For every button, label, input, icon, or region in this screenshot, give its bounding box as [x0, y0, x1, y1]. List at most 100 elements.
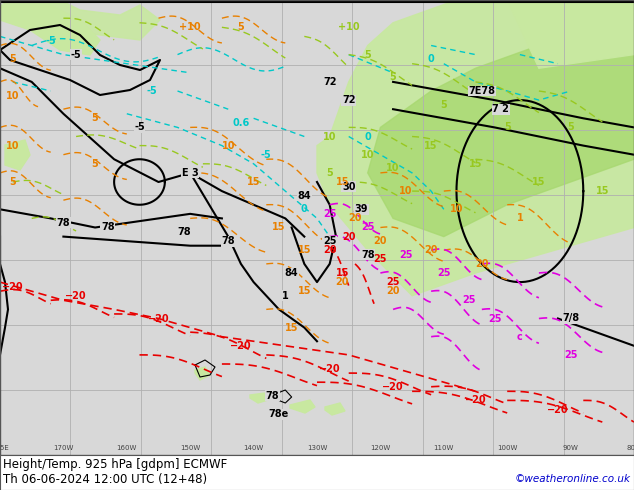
Text: 100W: 100W [497, 445, 517, 451]
Text: 25: 25 [488, 314, 501, 323]
Text: 20: 20 [386, 286, 400, 296]
Text: 15: 15 [297, 245, 311, 255]
Text: 15: 15 [297, 286, 311, 296]
Text: 0: 0 [301, 204, 307, 214]
Text: 0: 0 [365, 131, 371, 142]
Text: 170W: 170W [53, 445, 74, 451]
Text: 15: 15 [247, 177, 261, 187]
Text: 5: 5 [567, 122, 574, 132]
Text: 10: 10 [6, 91, 20, 100]
Text: Th 06-06-2024 12:00 UTC (12+48): Th 06-06-2024 12:00 UTC (12+48) [3, 472, 207, 486]
Text: 20: 20 [342, 232, 356, 242]
Text: 15: 15 [335, 177, 349, 187]
Text: −20: −20 [547, 405, 569, 415]
Text: 175E: 175E [0, 445, 9, 451]
Text: −20: −20 [65, 291, 87, 301]
Text: 25: 25 [564, 350, 578, 360]
Text: −20: −20 [230, 341, 252, 351]
Text: 15: 15 [285, 322, 299, 333]
Text: 25: 25 [373, 254, 387, 264]
Text: 90W: 90W [562, 445, 579, 451]
Text: 10: 10 [399, 186, 413, 196]
Text: 15: 15 [272, 222, 286, 232]
Text: 15: 15 [532, 177, 546, 187]
Text: 84: 84 [285, 268, 299, 278]
Text: 10: 10 [323, 131, 337, 142]
Text: 0: 0 [428, 54, 434, 64]
Text: -5: -5 [147, 86, 157, 96]
Text: 80W: 80W [626, 445, 634, 451]
Text: 25: 25 [399, 250, 413, 260]
Polygon shape [325, 403, 345, 415]
Text: 78: 78 [177, 227, 191, 237]
Text: −20: −20 [319, 364, 340, 373]
Text: 0.6: 0.6 [232, 118, 250, 128]
Text: 110W: 110W [434, 445, 454, 451]
Polygon shape [195, 367, 210, 380]
Text: 78: 78 [221, 236, 235, 246]
Polygon shape [368, 0, 634, 237]
Text: 150W: 150W [180, 445, 200, 451]
Text: -5: -5 [134, 122, 145, 132]
Text: 5: 5 [92, 159, 98, 169]
Text: 120W: 120W [370, 445, 391, 451]
Polygon shape [0, 0, 160, 40]
Text: 5: 5 [504, 122, 510, 132]
Text: 160W: 160W [117, 445, 137, 451]
Text: 130W: 130W [307, 445, 327, 451]
Polygon shape [317, 0, 634, 296]
Text: 78: 78 [101, 222, 115, 232]
Polygon shape [5, 140, 30, 170]
Text: 78: 78 [361, 250, 375, 260]
Text: 10: 10 [386, 163, 400, 173]
Text: 72: 72 [342, 95, 356, 105]
Polygon shape [507, 0, 634, 68]
Text: 25: 25 [323, 236, 337, 246]
Text: 5: 5 [10, 54, 16, 64]
Text: 5: 5 [327, 168, 333, 178]
Text: 20: 20 [424, 245, 438, 255]
Text: 15: 15 [335, 268, 349, 278]
Text: 7 2: 7 2 [493, 104, 509, 114]
Text: 84: 84 [297, 191, 311, 200]
Polygon shape [250, 393, 268, 403]
Text: 15: 15 [595, 186, 609, 196]
Text: 25: 25 [361, 222, 375, 232]
Text: 5: 5 [10, 177, 16, 187]
Text: 5: 5 [92, 113, 98, 123]
Text: Height/Temp. 925 hPa [gdpm] ECMWF: Height/Temp. 925 hPa [gdpm] ECMWF [3, 458, 227, 470]
Text: 20: 20 [475, 259, 489, 269]
Polygon shape [290, 400, 315, 413]
Text: 7E78: 7E78 [469, 86, 495, 96]
Text: +10: +10 [179, 23, 201, 32]
Text: 140W: 140W [243, 445, 264, 451]
Text: 78: 78 [266, 391, 280, 401]
Text: 10: 10 [361, 150, 375, 160]
Polygon shape [0, 5, 100, 55]
Text: 5: 5 [365, 49, 371, 60]
Text: −20: −20 [148, 314, 169, 323]
Text: 20: 20 [348, 214, 362, 223]
Text: ©weatheronline.co.uk: ©weatheronline.co.uk [515, 474, 631, 484]
Text: 20: 20 [323, 245, 337, 255]
Text: -5: -5 [261, 150, 271, 160]
Text: c: c [517, 332, 523, 342]
Text: 15: 15 [469, 159, 482, 169]
Text: 5: 5 [390, 73, 396, 82]
Text: 72: 72 [323, 77, 337, 87]
Text: −20: −20 [2, 282, 23, 292]
Text: 78: 78 [56, 218, 70, 228]
Text: 1: 1 [282, 291, 288, 301]
Text: 25: 25 [386, 277, 400, 287]
Text: 78e: 78e [269, 409, 289, 419]
Text: −20: −20 [382, 382, 404, 392]
Text: 7/8: 7/8 [562, 314, 579, 323]
Text: 10: 10 [450, 204, 463, 214]
Text: 5: 5 [238, 23, 244, 32]
Text: 39: 39 [354, 204, 368, 214]
Text: −20: −20 [465, 395, 486, 405]
Text: 15: 15 [424, 141, 438, 150]
Text: 25: 25 [462, 295, 476, 305]
Text: 25: 25 [323, 209, 337, 219]
Text: 30: 30 [342, 182, 356, 192]
